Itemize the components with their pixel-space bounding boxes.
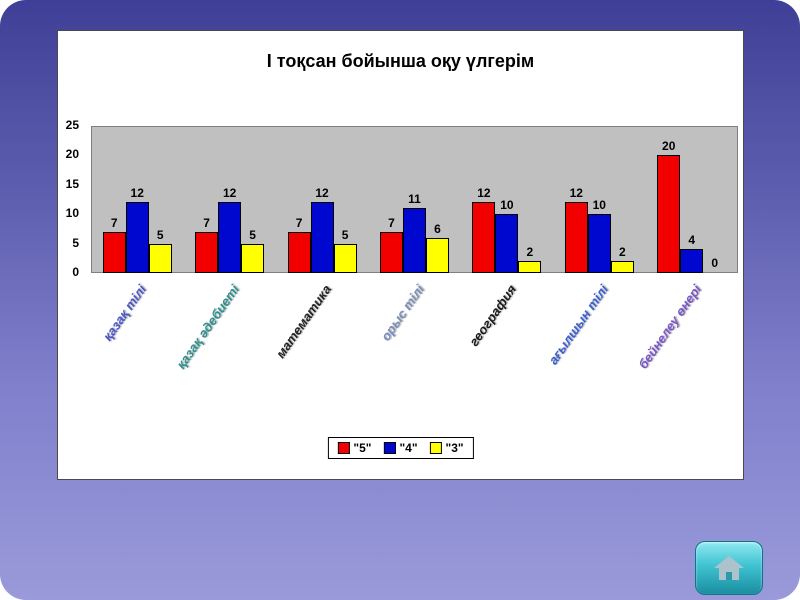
bar-value-label: 5	[249, 227, 256, 242]
y-axis: 0 5 10 15 20 25	[49, 118, 85, 279]
bar-group: 7 12 5	[91, 126, 183, 273]
legend-item: "5"	[337, 441, 371, 455]
bar-value-label: 2	[526, 245, 534, 260]
bar-value-label: 12	[477, 186, 491, 201]
y-tick-label: 5	[72, 235, 79, 250]
bar-value-label: 12	[569, 186, 583, 201]
bar-value-label: 10	[500, 198, 514, 213]
bar-value-label: 12	[130, 186, 144, 201]
x-axis-labels: қазақ тілі қазақ әдебиеті математика орыс т…	[91, 276, 738, 441]
bar-value-label: 7	[388, 215, 395, 230]
chart-panel: І тоқсан бойынша оқу үлгерім 0 5 10 15 20 25 …	[57, 30, 744, 480]
bar: 10	[587, 198, 611, 273]
bar: 12	[564, 186, 588, 273]
category-label: бейнелеу өнері	[635, 282, 705, 372]
legend-item: "3"	[429, 441, 464, 455]
bar-value-label: 5	[156, 227, 164, 242]
bar-value-label: 4	[688, 233, 696, 248]
bar: 11	[402, 192, 426, 273]
category-label: қазақ әдебиеті	[172, 282, 242, 372]
bar-value-label: 12	[315, 186, 329, 201]
bar-value-label: 5	[341, 227, 349, 242]
y-tick-label: 25	[65, 118, 79, 132]
bar-group: 12 10 2	[553, 126, 645, 273]
bar-groups: 7 12 5 7 12 5 7 12 5 7 11 6 12 10 2 12 10 2 20 4 0	[91, 126, 738, 273]
legend-label: "4"	[399, 441, 418, 455]
category-label: қазақ тілі	[100, 282, 150, 344]
bar: 7	[287, 216, 311, 273]
y-tick-label: 15	[65, 176, 79, 191]
chart-legend: "5" "4" "3"	[327, 437, 474, 459]
bar: 10	[495, 198, 519, 273]
bar-value-label: 0	[711, 256, 719, 270]
bar: 6	[425, 222, 449, 273]
legend-label: "3"	[445, 441, 464, 455]
category-label: математика	[272, 282, 335, 361]
category-label: орыс тілі	[377, 282, 427, 344]
bar: 7	[379, 216, 403, 273]
bar: 7	[102, 216, 126, 273]
bar-value-label: 12	[222, 186, 237, 201]
bar-value-label: 10	[592, 198, 606, 213]
bar-group: 7 11 6	[368, 126, 460, 273]
category-label: география	[466, 282, 520, 349]
bar-value-label: 6	[434, 221, 441, 236]
chart-title: І тоқсан бойынша оқу үлгерім	[266, 51, 535, 71]
bar-group: 12 10 2	[461, 126, 553, 273]
legend-label: "5"	[353, 441, 372, 455]
legend-swatch	[383, 442, 396, 454]
bar-value-label: 11	[408, 192, 421, 207]
y-tick-label: 0	[72, 265, 79, 279]
bar: 5	[241, 228, 265, 273]
home-button[interactable]	[695, 541, 763, 595]
bar-value-label: 7	[295, 215, 303, 230]
bar-group: 7 12 5	[183, 126, 275, 273]
bar: 12	[472, 186, 496, 273]
legend-swatch	[337, 442, 350, 454]
bar: 12	[218, 186, 242, 273]
category-label: ағылшын тілі	[545, 282, 612, 368]
legend-swatch	[429, 442, 442, 454]
bar: 4	[680, 233, 704, 273]
bar: 5	[148, 228, 172, 273]
bar-value-label: 2	[618, 245, 626, 260]
plot-area: 0 5 10 15 20 25 7 12 5 7 12 5 7 12 5 7 11 6 12 10 2 12 10 2 20 4…	[66, 118, 738, 279]
y-tick-label: 20	[65, 147, 79, 162]
bar: 5	[333, 228, 357, 273]
bar-value-label: 7	[203, 215, 210, 230]
bar: 2	[610, 245, 634, 273]
bar-group: 20 4 0	[646, 126, 738, 273]
bar: 12	[310, 186, 334, 273]
y-tick-label: 10	[65, 206, 79, 221]
legend-item: "4"	[383, 441, 418, 455]
bar: 12	[125, 186, 149, 273]
bar-value-label: 20	[662, 139, 676, 154]
home-icon	[714, 556, 744, 580]
bar-group: 7 12 5	[276, 126, 368, 273]
bar: 20	[657, 139, 681, 273]
bar-value-label: 7	[110, 215, 118, 230]
bar: 7	[195, 216, 219, 273]
bar: 2	[518, 245, 542, 273]
